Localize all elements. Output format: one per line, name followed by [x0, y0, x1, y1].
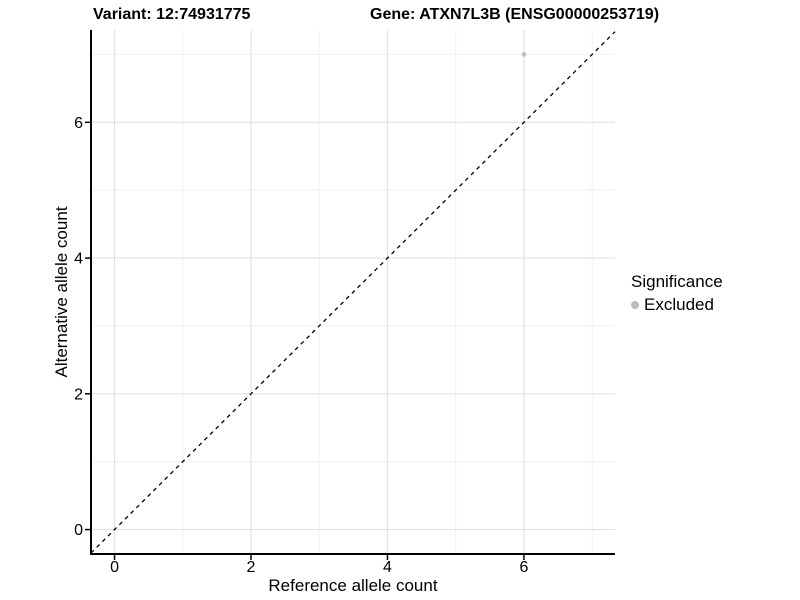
legend-entry-excluded: Excluded [631, 295, 723, 315]
x-tick-label: 2 [247, 559, 256, 576]
y-tick-label: 0 [74, 522, 83, 539]
x-tick-label: 6 [519, 559, 528, 576]
x-tick-label: 0 [110, 559, 119, 576]
plot-title-gene: Gene: ATXN7L3B (ENSG00000253719) [370, 6, 660, 23]
identity-reference-line [90, 31, 616, 554]
plot-title-variant: Variant: 12:74931775 [93, 6, 251, 23]
data-point [521, 52, 527, 57]
y-tick-label: 4 [74, 251, 83, 268]
x-axis-title: Reference allele count [268, 576, 438, 595]
y-tick-label: 6 [74, 115, 83, 132]
legend-title: Significance [631, 272, 723, 291]
y-axis-title: Alternative allele count [52, 206, 71, 378]
y-tick-label: 2 [74, 386, 83, 403]
legend-entry-label: Excluded [644, 295, 714, 314]
x-tick-label: 4 [383, 559, 392, 576]
legend-key-point-icon [631, 301, 639, 309]
legend: Significance Excluded [631, 272, 723, 315]
